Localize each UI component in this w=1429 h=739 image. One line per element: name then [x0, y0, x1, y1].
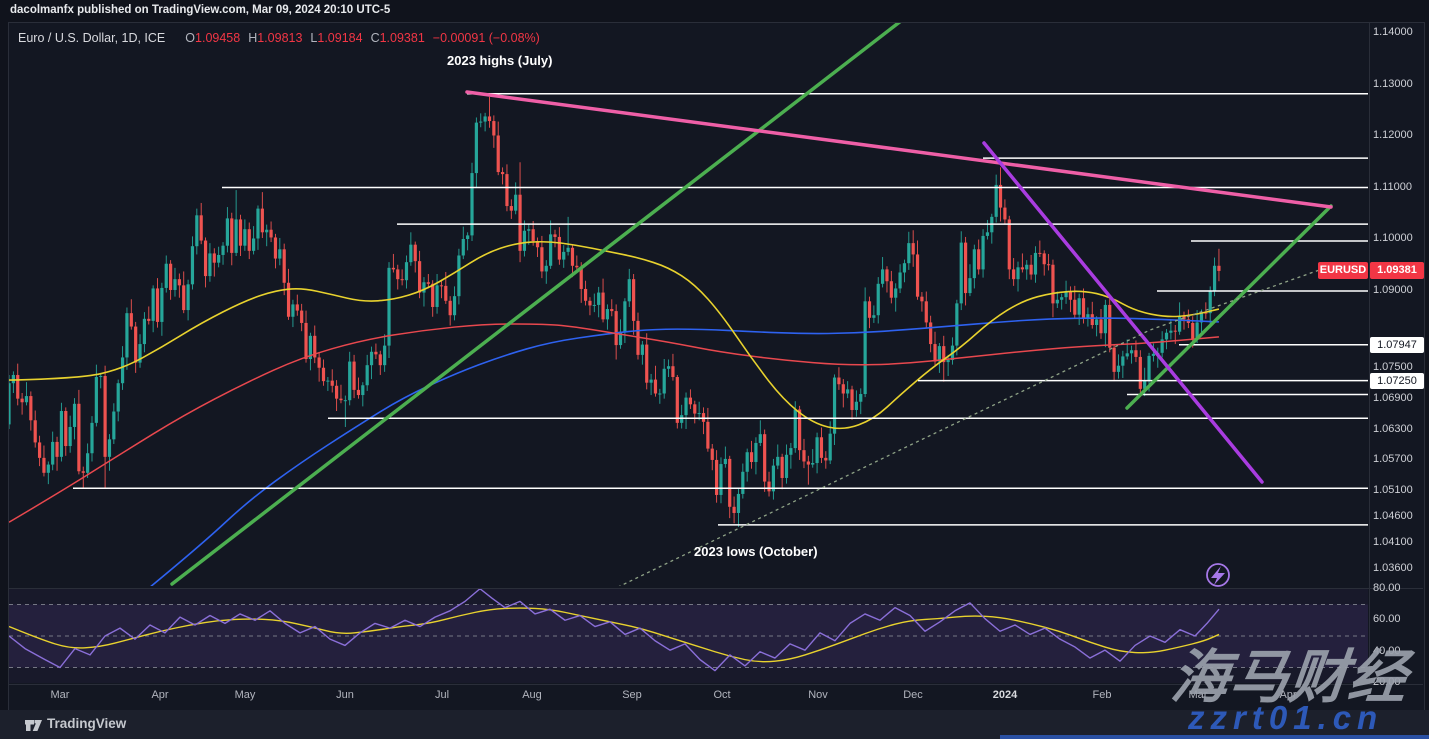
footer-bar: TradingView: [0, 710, 1429, 739]
ma-blue-line: [150, 317, 1219, 586]
change-value: −0.00091 (−0.08%): [432, 31, 540, 45]
ohlc-values: O1.09458 H1.09813 L1.09184 C1.09381: [177, 31, 425, 45]
price-tick-label: 1.09000: [1373, 283, 1413, 296]
candlestick-series: [9, 96, 1221, 527]
ohlc-label: H: [248, 31, 258, 45]
price-tick-label: 1.04600: [1373, 510, 1413, 523]
price-tick-label: 1.12000: [1373, 129, 1413, 141]
ma-yellow-line: [9, 240, 1220, 430]
watermark-url: zzrt01.cn: [1188, 699, 1384, 736]
ohlc-value: 1.09184: [317, 31, 363, 45]
price-tick-label: 1.13000: [1373, 77, 1413, 90]
rsi-tick-label: 20.00: [1373, 676, 1401, 689]
symbol-title: Euro / U.S. Dollar, 1D, ICE: [18, 31, 166, 45]
time-tick-label: Oct: [713, 689, 731, 701]
rsi-tick-label: 60.00: [1373, 613, 1401, 626]
rsi-tick-label: 40.00: [1373, 644, 1401, 657]
tradingview-logo-icon[interactable]: [24, 716, 43, 739]
rsi-signal-line: [9, 607, 1220, 663]
ohlc-value: 1.09381: [379, 31, 425, 45]
trendline-trend_pink[interactable]: [465, 90, 1333, 209]
time-tick-label: Jul: [434, 689, 450, 701]
ma-red-line: [9, 323, 1220, 523]
price-tick-label: 1.07500: [1373, 360, 1413, 373]
rsi-tick-label: 80.00: [1373, 581, 1401, 594]
time-tick-label: Apr: [151, 689, 169, 701]
ohlc-label: O: [185, 31, 196, 45]
trendline-trend_green[interactable]: [1125, 204, 1333, 410]
last-price-symbol-badge: EURUSD: [1318, 262, 1368, 280]
lightning-icon[interactable]: [1206, 563, 1230, 587]
symbol-legend[interactable]: Euro / U.S. Dollar, 1D, ICE O1.09458 H1.09…: [18, 31, 540, 45]
price-tick-label: 1.04100: [1373, 535, 1413, 548]
time-tick-label: 2024: [992, 689, 1018, 701]
dotted-trendline[interactable]: [612, 267, 1326, 590]
publish-bar: dacolmanfx published on TradingView.com,…: [10, 4, 390, 16]
price-tick-label: 1.14000: [1373, 26, 1413, 38]
price-tick-label: 1.06300: [1373, 422, 1413, 435]
ohlc-value: 1.09458: [195, 31, 241, 45]
annotation-2023-highs: 2023 highs (July): [447, 53, 553, 68]
price-tick-label: 1.03600: [1373, 561, 1413, 574]
annotation-2023-lows: 2023 lows (October): [694, 544, 818, 559]
trendline-trend_green[interactable]: [170, 14, 910, 586]
time-tick-label: Aug: [522, 689, 542, 701]
last-price-badge: 1.09381: [1370, 262, 1424, 280]
price-tick-label: 1.05100: [1373, 484, 1413, 497]
rsi-line: [9, 589, 1220, 672]
ohlc-label: C: [370, 31, 380, 45]
price-tick-label: 1.10000: [1373, 232, 1413, 244]
price-tick-label: 1.05700: [1373, 453, 1413, 466]
time-tick-label: Jun: [336, 689, 354, 701]
time-tick-label: Apr: [1279, 689, 1297, 701]
time-tick-label: Mar: [50, 689, 70, 701]
tradingview-logo-text[interactable]: TradingView: [47, 716, 127, 731]
price-flag-badge: 1.07947: [1370, 336, 1424, 353]
time-tick-label: May: [234, 689, 256, 701]
watermark-bar: [1000, 735, 1429, 739]
ohlc-value: 1.09813: [257, 31, 303, 45]
price-tick-label: 1.06900: [1373, 391, 1413, 404]
trendline-trend_purple[interactable]: [982, 141, 1264, 484]
time-tick-label: Feb: [1092, 689, 1112, 701]
price-tick-label: 1.11000: [1373, 180, 1412, 193]
publish-text: dacolmanfx published on TradingView.com,…: [10, 4, 391, 16]
time-tick-label: Sep: [622, 689, 642, 701]
time-tick-label: Dec: [903, 689, 923, 701]
chart-widget-frame: [8, 22, 1425, 711]
ohlc-label: L: [310, 31, 318, 45]
price-flag-badge: 1.07250: [1370, 372, 1424, 389]
time-tick-label: Mar: [1188, 689, 1208, 701]
time-tick-label: Nov: [808, 689, 828, 701]
